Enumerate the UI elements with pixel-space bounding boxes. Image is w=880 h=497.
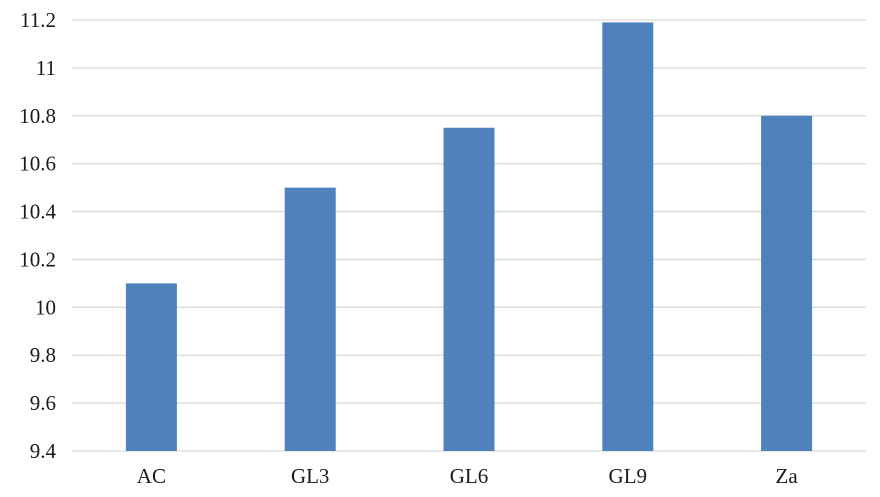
y-tick-label: 10.6 bbox=[19, 152, 56, 176]
x-tick-label: GL3 bbox=[291, 464, 330, 488]
y-tick-label: 9.6 bbox=[30, 391, 56, 415]
x-tick-label: GL9 bbox=[609, 464, 648, 488]
x-axis-tick-labels: AC GL3 GL6 GL9 Za bbox=[137, 464, 799, 488]
y-tick-label: 10 bbox=[35, 295, 56, 319]
y-tick-label: 9.8 bbox=[30, 343, 56, 367]
bar-ac bbox=[125, 283, 177, 451]
bars bbox=[125, 22, 813, 452]
y-tick-label: 10.4 bbox=[19, 200, 56, 224]
bar-gl3 bbox=[284, 187, 336, 451]
bar-gl6 bbox=[443, 127, 495, 451]
y-tick-label: 10.8 bbox=[19, 104, 56, 128]
y-axis-tick-labels: 9.4 9.6 9.8 10 10.2 10.4 10.6 10.8 11 11.2 bbox=[19, 8, 56, 463]
bar-za bbox=[761, 115, 813, 452]
y-tick-label: 10.2 bbox=[19, 247, 56, 271]
bar-gl9 bbox=[602, 22, 654, 452]
y-tick-label: 11 bbox=[36, 56, 56, 80]
y-tick-label: 11.2 bbox=[20, 8, 56, 32]
x-tick-label: Za bbox=[776, 464, 799, 488]
x-tick-label: GL6 bbox=[450, 464, 489, 488]
x-tick-label: AC bbox=[137, 464, 166, 488]
y-tick-label: 9.4 bbox=[30, 439, 57, 463]
